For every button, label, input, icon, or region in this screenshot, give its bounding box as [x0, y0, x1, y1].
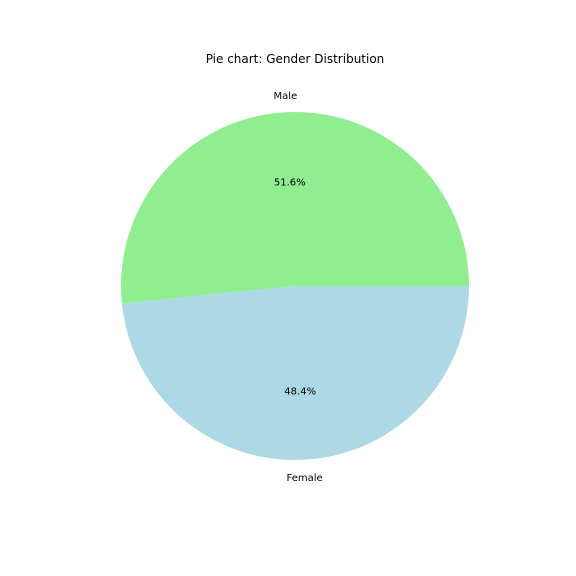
pie-slice-female [121, 286, 469, 460]
pct-label-male: 51.6% [274, 178, 306, 189]
chart-title: Pie chart: Gender Distribution [206, 52, 385, 66]
pie-slice-male [121, 111, 469, 304]
slice-label-male: Male [274, 91, 298, 102]
slices-layer [121, 111, 469, 460]
labels-layer: Male 51.6% Female 48.4% [274, 91, 323, 484]
slice-label-female: Female [287, 473, 323, 484]
pct-label-female: 48.4% [284, 386, 316, 397]
